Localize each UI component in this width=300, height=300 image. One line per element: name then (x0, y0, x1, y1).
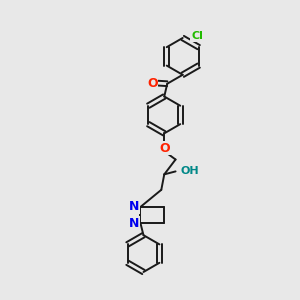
Text: N: N (129, 200, 139, 213)
Text: O: O (147, 76, 158, 90)
Text: N: N (129, 217, 139, 230)
Text: OH: OH (181, 167, 199, 176)
Text: O: O (160, 142, 170, 155)
Text: Cl: Cl (191, 32, 203, 41)
